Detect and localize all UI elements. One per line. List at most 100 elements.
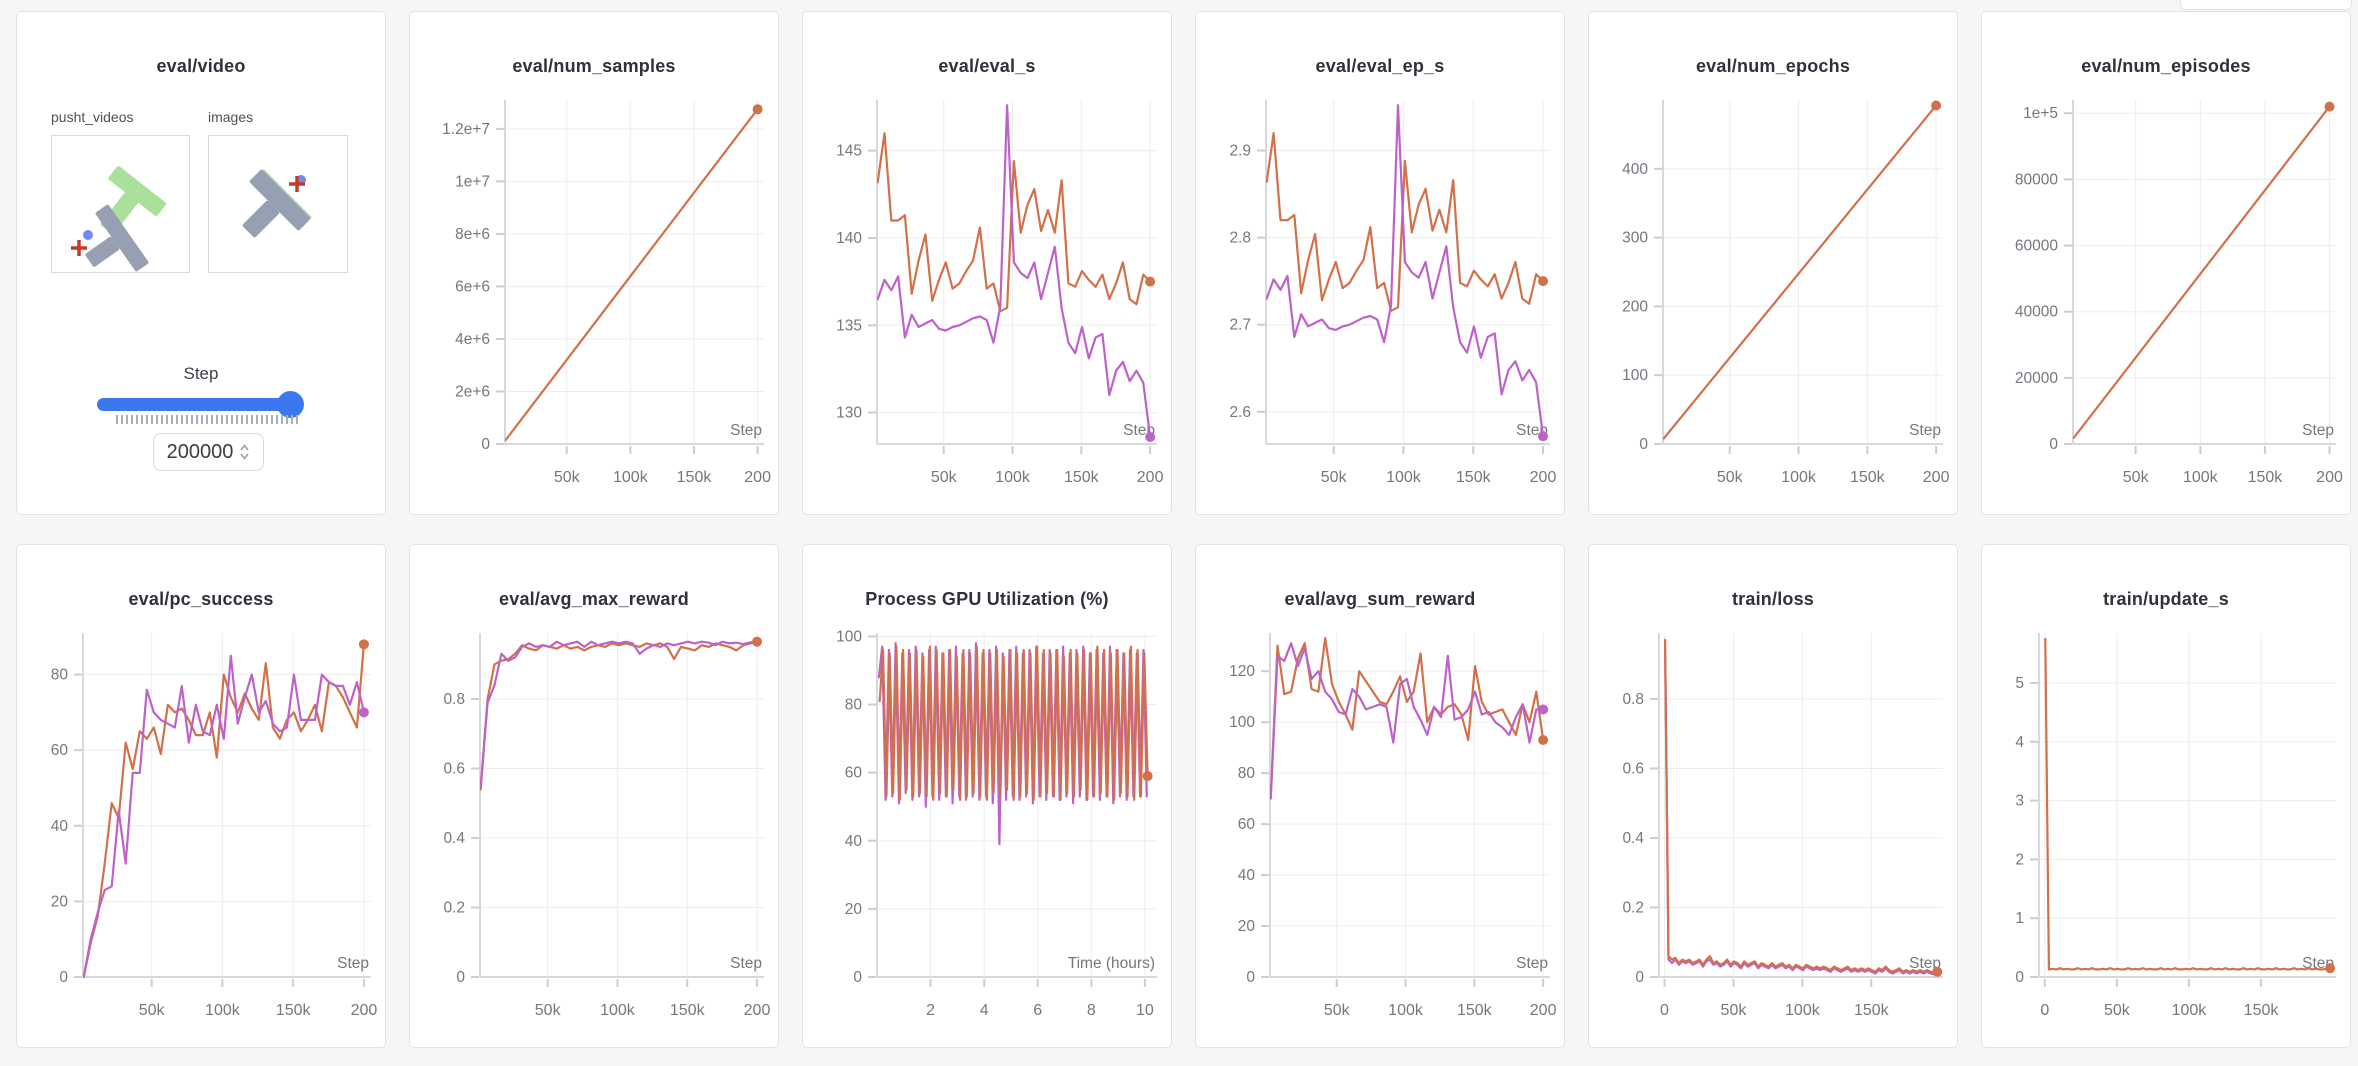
svg-text:150k: 150k: [1457, 1002, 1493, 1019]
svg-text:Step: Step: [2302, 422, 2334, 439]
svg-text:80: 80: [51, 667, 69, 684]
media-label-images: images: [208, 109, 254, 125]
svg-text:20000: 20000: [2015, 370, 2058, 387]
svg-text:100k: 100k: [1781, 469, 1817, 486]
panel-title: eval/num_samples: [512, 56, 676, 76]
svg-text:60: 60: [1238, 816, 1256, 833]
svg-text:200: 200: [2316, 469, 2343, 486]
svg-text:200: 200: [744, 469, 771, 486]
svg-text:0.2: 0.2: [443, 900, 465, 917]
line-chart[interactable]: 0 0.2 0.4 0.6 0.8 50k 100k 150k 200 Step: [410, 545, 778, 1045]
panel-eval-num-samples: eval/num_samples 0 2e+6 4e+6 6e+6 8e+6 1e+7 1.…: [409, 11, 779, 515]
svg-text:Step: Step: [730, 955, 762, 972]
panel-title: eval/avg_sum_reward: [1284, 589, 1476, 609]
panel-train-update-s: train/update_s 0 1 2 3 4 5 0 50k 100k 150k Step: [1981, 544, 2351, 1048]
svg-text:145: 145: [836, 143, 862, 160]
panel-title: train/loss: [1731, 589, 1815, 609]
line-chart[interactable]: 0 20 40 60 80 50k 100k 150k 200 Step: [17, 545, 385, 1045]
panel-eval-avg-sum-reward: eval/avg_sum_reward 0 20 40 60 80 100 120 50k 10…: [1195, 544, 1565, 1048]
line-chart[interactable]: 0 20 40 60 80 100 120 50k 100k 150k 200 Step: [1196, 545, 1564, 1045]
svg-text:60000: 60000: [2015, 238, 2058, 255]
panel-title: eval/eval_ep_s: [1315, 56, 1445, 76]
svg-text:200: 200: [1622, 298, 1648, 315]
gray-t-shape: [85, 204, 149, 272]
panel-title: Process GPU Utilization (%): [865, 589, 1109, 609]
images-scene-image: [242, 169, 312, 238]
line-chart[interactable]: 0 0.2 0.4 0.6 0.8 0 50k 100k 150k Step: [1589, 545, 1957, 1045]
line-chart[interactable]: 0 20000 40000 60000 80000 1e+5 50k 100k 150k 200 S…: [1982, 12, 2350, 512]
svg-text:100: 100: [836, 628, 862, 645]
svg-text:0.8: 0.8: [443, 691, 465, 708]
svg-text:150k: 150k: [2244, 1002, 2280, 1019]
step-slider-ticks: [116, 415, 299, 424]
svg-text:Time (hours): Time (hours): [1068, 955, 1155, 972]
svg-text:100k: 100k: [600, 1002, 636, 1019]
svg-text:100k: 100k: [1388, 1002, 1424, 1019]
svg-text:60: 60: [51, 742, 69, 759]
svg-text:20: 20: [1238, 918, 1256, 935]
video-thumbnail-pusht[interactable]: [51, 135, 190, 273]
svg-text:200: 200: [1923, 469, 1950, 486]
svg-text:0.4: 0.4: [443, 830, 465, 847]
stepper-arrows[interactable]: [239, 443, 250, 461]
chevron-down-icon[interactable]: [239, 452, 250, 461]
svg-text:40: 40: [1238, 867, 1256, 884]
panel-eval-video: eval/video pusht_videos images: [16, 11, 386, 515]
svg-text:2.8: 2.8: [1229, 230, 1251, 247]
target-cross-icon: [71, 240, 87, 256]
svg-text:2.7: 2.7: [1229, 317, 1251, 334]
svg-text:50k: 50k: [1717, 469, 1744, 486]
panel-train-loss: train/loss 0 0.2 0.4 0.6 0.8 0 50k 100k 150k Step: [1588, 544, 1958, 1048]
chevron-up-icon[interactable]: [239, 443, 250, 452]
svg-text:1.2e+7: 1.2e+7: [442, 121, 490, 138]
step-value: 200000: [166, 440, 234, 463]
step-slider-track[interactable]: [97, 398, 303, 411]
svg-text:6: 6: [1033, 1002, 1042, 1019]
svg-text:150k: 150k: [1064, 469, 1100, 486]
svg-text:50k: 50k: [2123, 469, 2150, 486]
svg-text:200: 200: [744, 1002, 771, 1019]
svg-text:50k: 50k: [2104, 1002, 2131, 1019]
panel-gpu-utilization: Process GPU Utilization (%) 0 20 40 60 80 100…: [802, 544, 1172, 1048]
step-slider-thumb[interactable]: [277, 391, 304, 418]
svg-text:80000: 80000: [2015, 171, 2058, 188]
line-chart[interactable]: 0 2e+6 4e+6 6e+6 8e+6 1e+7 1.2e+7 50k 100k 150k 20…: [410, 12, 778, 512]
svg-text:150k: 150k: [1854, 1002, 1890, 1019]
svg-text:0.6: 0.6: [1622, 761, 1644, 778]
svg-text:2.6: 2.6: [1229, 404, 1251, 421]
step-value-input[interactable]: 200000: [153, 433, 264, 471]
svg-text:20: 20: [51, 893, 69, 910]
line-chart[interactable]: 0 20 40 60 80 100 2 4 6 8 10 Time (hours): [803, 545, 1171, 1045]
svg-text:0.4: 0.4: [1622, 830, 1644, 847]
svg-text:0: 0: [1660, 1002, 1669, 1019]
panel-title: train/update_s: [2103, 589, 2229, 609]
line-chart[interactable]: 0 100 200 300 400 50k 100k 150k 200 Step: [1589, 12, 1957, 512]
svg-text:8: 8: [1087, 1002, 1096, 1019]
svg-text:50k: 50k: [554, 469, 581, 486]
panel-title: eval/num_episodes: [2081, 56, 2251, 76]
video-thumbnail-images[interactable]: [208, 135, 348, 273]
svg-text:0: 0: [59, 969, 68, 986]
svg-text:Step: Step: [1516, 955, 1548, 972]
svg-text:200: 200: [351, 1002, 378, 1019]
svg-text:130: 130: [836, 405, 862, 422]
svg-text:20: 20: [845, 901, 863, 918]
panel-eval-pc-success: eval/pc_success 0 20 40 60 80 50k 100k 150k 200 S…: [16, 544, 386, 1048]
svg-text:100k: 100k: [205, 1002, 241, 1019]
svg-text:100k: 100k: [2172, 1002, 2208, 1019]
svg-text:4e+6: 4e+6: [455, 331, 490, 348]
svg-text:4: 4: [980, 1002, 989, 1019]
target-cross-icon: [289, 176, 305, 192]
svg-text:0: 0: [1635, 969, 1644, 986]
svg-text:150k: 150k: [1456, 469, 1492, 486]
svg-text:40: 40: [51, 818, 69, 835]
svg-text:0: 0: [2040, 1002, 2049, 1019]
panel-title: eval/avg_max_reward: [499, 589, 689, 609]
svg-text:0.6: 0.6: [443, 761, 465, 778]
svg-text:150k: 150k: [677, 469, 713, 486]
svg-text:135: 135: [836, 317, 862, 334]
